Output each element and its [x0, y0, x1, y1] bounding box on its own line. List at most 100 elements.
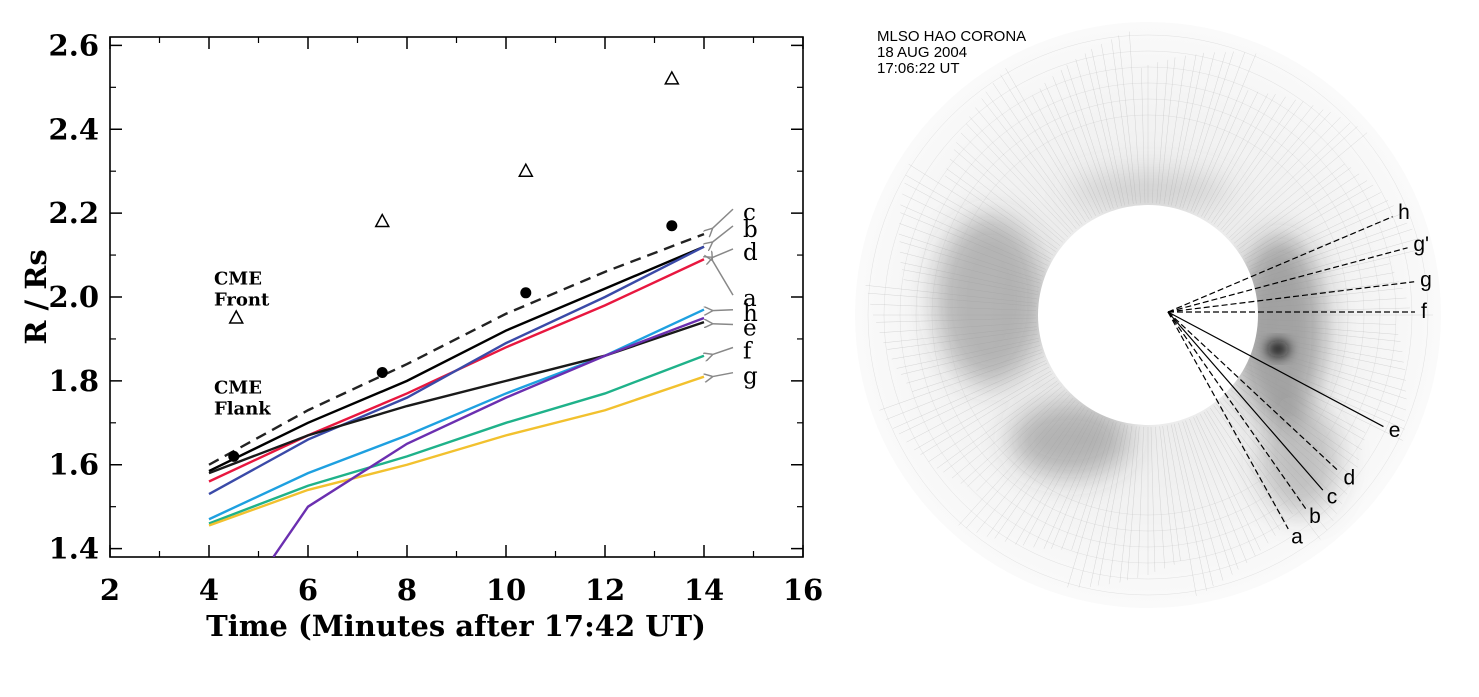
series-lines [208, 232, 705, 557]
corona-streak [1173, 423, 1214, 587]
corona-streak [1179, 52, 1226, 208]
corona-streak [1168, 54, 1197, 205]
series-line-a [208, 245, 705, 496]
corona-streak [1203, 411, 1276, 536]
series-label-h: h [743, 301, 758, 327]
corona-streak [1203, 94, 1276, 219]
corona-streak [1243, 180, 1368, 257]
corona-streak [1217, 105, 1314, 228]
corona-streak [1229, 122, 1351, 239]
corona-streak [1171, 424, 1207, 591]
x-tick-label: 4 [199, 573, 219, 607]
corona-streak [1190, 53, 1257, 212]
corona-streak [1193, 90, 1249, 213]
corona-streak [886, 356, 1045, 420]
annotation-text: Flank [214, 398, 271, 419]
corona-streak [976, 402, 1079, 533]
corona-streak [1129, 31, 1141, 204]
corona-streak [1256, 248, 1425, 290]
corona-streak [1178, 422, 1224, 581]
corona-streak [1222, 398, 1334, 522]
corona-streak [1097, 425, 1128, 586]
ray-label-h: h [1398, 201, 1410, 224]
occulting-disk [1038, 205, 1258, 425]
ray-label-a: a [1291, 526, 1303, 549]
ray-d [1167, 311, 1340, 473]
corona-streak [976, 395, 1071, 492]
corona-streak [956, 142, 1065, 241]
y-axis-label: R / Rs [19, 249, 53, 344]
corona-streak [865, 285, 1037, 304]
cme-flank-point [376, 366, 388, 378]
series-label-c: c [743, 200, 756, 226]
corona-streak [914, 370, 1052, 451]
corona-streak [1141, 68, 1146, 204]
bright-knot [1267, 341, 1289, 357]
corona-streak [887, 329, 1038, 350]
corona-streak [906, 366, 1050, 443]
corona-streak [1233, 132, 1368, 244]
corona-streak [903, 279, 1038, 300]
corona-streak [900, 204, 1046, 270]
corona-streak [870, 303, 1037, 311]
corona-streak [1159, 426, 1175, 565]
series-label-arrow [712, 371, 734, 377]
corona-streak [879, 322, 1037, 333]
corona-streak [1236, 163, 1345, 247]
corona-streak [1258, 281, 1399, 301]
series-label-arrow [712, 260, 734, 296]
series-label-a: a [743, 286, 757, 312]
corona-streak [893, 360, 1046, 429]
corona-streak [1244, 370, 1365, 441]
corona-streak [1067, 422, 1117, 588]
corona-streak [1197, 91, 1259, 215]
annotation-text: CME [214, 268, 262, 289]
corona-streak [899, 223, 1043, 277]
corona-streak [1091, 48, 1125, 206]
y-tick-label: 1.8 [49, 364, 99, 398]
corona-streak [1071, 421, 1114, 550]
corona-streak [1220, 109, 1324, 230]
corona-streak [1248, 364, 1403, 441]
corona-streak [1061, 420, 1110, 550]
corona-streak [1254, 349, 1407, 400]
ray-b [1167, 311, 1307, 509]
corona-streak [1213, 101, 1304, 225]
x-tick-label: 14 [684, 573, 724, 607]
ray-label-d: d [1344, 466, 1356, 489]
ray-h [1167, 216, 1393, 313]
corona-streak [1207, 96, 1286, 221]
corona-streak [985, 91, 1083, 225]
corona-streak [965, 123, 1072, 234]
corona-streak [1005, 68, 1093, 219]
y-tick-label: 1.6 [49, 448, 99, 482]
corona-streak [958, 398, 1074, 526]
corona-streak [896, 338, 1039, 369]
corona-streak [981, 98, 1080, 227]
corona-streak [920, 373, 1053, 455]
ray-e [1167, 311, 1384, 428]
corona-streak [1224, 396, 1337, 514]
annotation-text: CME [214, 377, 262, 398]
corona-streak [1254, 228, 1413, 281]
corona-streak [953, 149, 1063, 243]
cme-flank-point [228, 450, 240, 462]
corona-streak [1084, 53, 1123, 207]
annotation-text: Front [214, 289, 270, 310]
corona-streak [1240, 173, 1360, 253]
corona-streak [1246, 192, 1381, 264]
y-tick-label: 2.4 [49, 112, 99, 146]
series-label-g: g [743, 364, 758, 390]
corona-streak [1244, 184, 1374, 260]
corona-streak [1238, 380, 1358, 468]
corona-streak [908, 163, 1054, 256]
ray-label-c: c [1327, 486, 1338, 509]
corona-streak [986, 405, 1083, 537]
corona-streak [1216, 403, 1321, 540]
corona-header-line-1: MLSO HAO CORONA [877, 28, 1026, 45]
corona-streak [1052, 76, 1107, 212]
corona-streak [867, 292, 1037, 307]
